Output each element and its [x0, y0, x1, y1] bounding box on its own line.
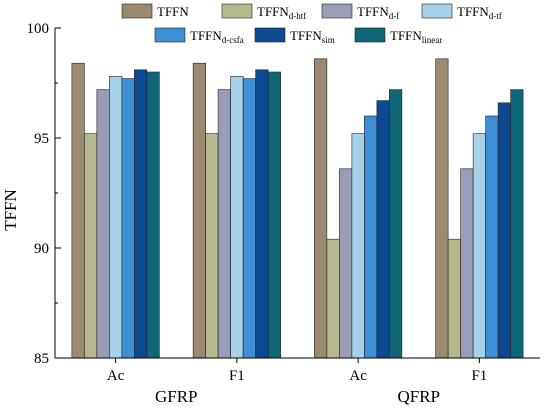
x-tick-label-0: Ac	[107, 368, 125, 384]
group-label-1: QFRP	[397, 387, 440, 406]
bar-d-tf-1	[230, 76, 244, 359]
axes-layer: 85 90 95 100 Ac F1 Ac F1 GFRP QFRP	[27, 21, 540, 406]
legend-label-d-htf: TFFNd-htf	[257, 4, 306, 21]
y-tick-label-95: 95	[34, 131, 49, 147]
group-label-0: GFRP	[155, 387, 198, 406]
bar-sim-1	[255, 69, 269, 359]
bars-layer	[71, 58, 524, 359]
bar-d-htf-3	[447, 238, 461, 359]
bar-base-3	[435, 58, 449, 359]
bar-d-htf-0	[84, 133, 98, 359]
bar-base-0	[71, 62, 85, 359]
bar-sim-2	[376, 100, 390, 359]
bar-sim-3	[497, 102, 511, 359]
legend-swatch-d-csfa	[154, 27, 186, 43]
bar-d-csfa-3	[485, 115, 499, 359]
bar-base-1	[192, 62, 206, 359]
y-tick-label-90: 90	[34, 241, 49, 257]
legend-label-linear: TFFNlinear	[390, 28, 442, 45]
legend-label-d-f: TFFNd-f	[357, 4, 399, 21]
legend-swatch-sim	[254, 27, 286, 43]
legend-label-d-tf: TFFNd-tf	[457, 4, 502, 21]
bar-d-f-1	[217, 89, 231, 359]
x-tick-label-1: F1	[229, 368, 245, 384]
bar-d-f-0	[96, 89, 110, 359]
legend-swatch-linear	[354, 27, 386, 43]
bar-d-htf-1	[205, 133, 219, 359]
y-tick-label-100: 100	[27, 21, 50, 37]
legend-swatch-d-htf	[221, 3, 253, 19]
legend-swatch-d-f	[321, 3, 353, 19]
bar-sim-0	[134, 69, 148, 359]
x-tick-label-3: F1	[471, 368, 487, 384]
bar-d-tf-0	[109, 76, 123, 359]
bar-linear-1	[267, 71, 281, 359]
bar-d-f-2	[339, 168, 353, 359]
legend: TFFN TFFNd-htf TFFNd-f TFFNd-tf TFFNd-csfa TF…	[121, 3, 502, 45]
bar-linear-2	[389, 89, 403, 359]
legend-label-sim: TFFNsim	[290, 28, 335, 45]
legend-label-base: TFFN	[157, 4, 189, 19]
bar-d-tf-3	[472, 133, 486, 359]
bar-linear-3	[510, 89, 524, 359]
y-axis-title: TFFN	[1, 189, 20, 231]
bar-base-2	[314, 58, 328, 359]
legend-swatch-base	[121, 3, 153, 19]
bar-d-csfa-2	[364, 115, 378, 359]
bar-d-csfa-1	[242, 78, 256, 359]
bar-d-f-3	[460, 168, 474, 359]
bar-linear-0	[146, 71, 160, 359]
legend-swatch-d-tf	[421, 3, 453, 19]
y-tick-label-85: 85	[34, 351, 49, 367]
bar-d-htf-2	[326, 238, 340, 359]
x-tick-label-2: Ac	[349, 368, 367, 384]
bar-d-tf-2	[351, 133, 365, 359]
bar-d-csfa-0	[121, 78, 135, 359]
legend-label-d-csfa: TFFNd-csfa	[190, 28, 244, 45]
